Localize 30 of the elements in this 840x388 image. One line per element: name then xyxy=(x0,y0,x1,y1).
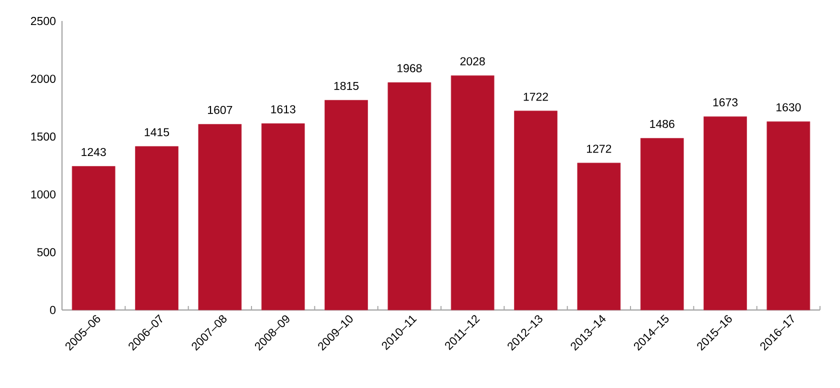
y-tick-label: 1000 xyxy=(31,190,56,198)
y-tick-label: 500 xyxy=(37,248,56,256)
data-label: 1815 xyxy=(334,82,359,90)
data-label: 1968 xyxy=(398,64,422,72)
bar xyxy=(450,75,494,310)
data-label: 1243 xyxy=(82,148,106,156)
data-label: 1722 xyxy=(524,92,548,101)
bar xyxy=(135,146,178,310)
bar xyxy=(324,100,368,310)
data-label: 1486 xyxy=(650,120,674,128)
data-label: 1415 xyxy=(144,128,170,136)
bar xyxy=(261,123,305,310)
data-label: 1630 xyxy=(776,103,801,112)
data-label: 1607 xyxy=(208,106,232,114)
bar xyxy=(388,82,432,310)
bar xyxy=(704,116,747,310)
y-tick-label: 2000 xyxy=(30,74,56,83)
data-label: 1613 xyxy=(271,105,296,114)
data-label: 1272 xyxy=(587,144,612,153)
bar xyxy=(514,110,558,310)
data-label: 1673 xyxy=(713,98,738,106)
bar xyxy=(198,124,242,310)
y-tick-label: 2500 xyxy=(30,16,56,26)
bar xyxy=(640,138,684,310)
y-tick-label: 0 xyxy=(50,306,56,314)
bar xyxy=(577,162,621,310)
bar xyxy=(766,121,810,310)
y-tick-label: 1500 xyxy=(31,132,56,141)
data-label: 2028 xyxy=(460,57,485,66)
bar xyxy=(72,166,116,310)
